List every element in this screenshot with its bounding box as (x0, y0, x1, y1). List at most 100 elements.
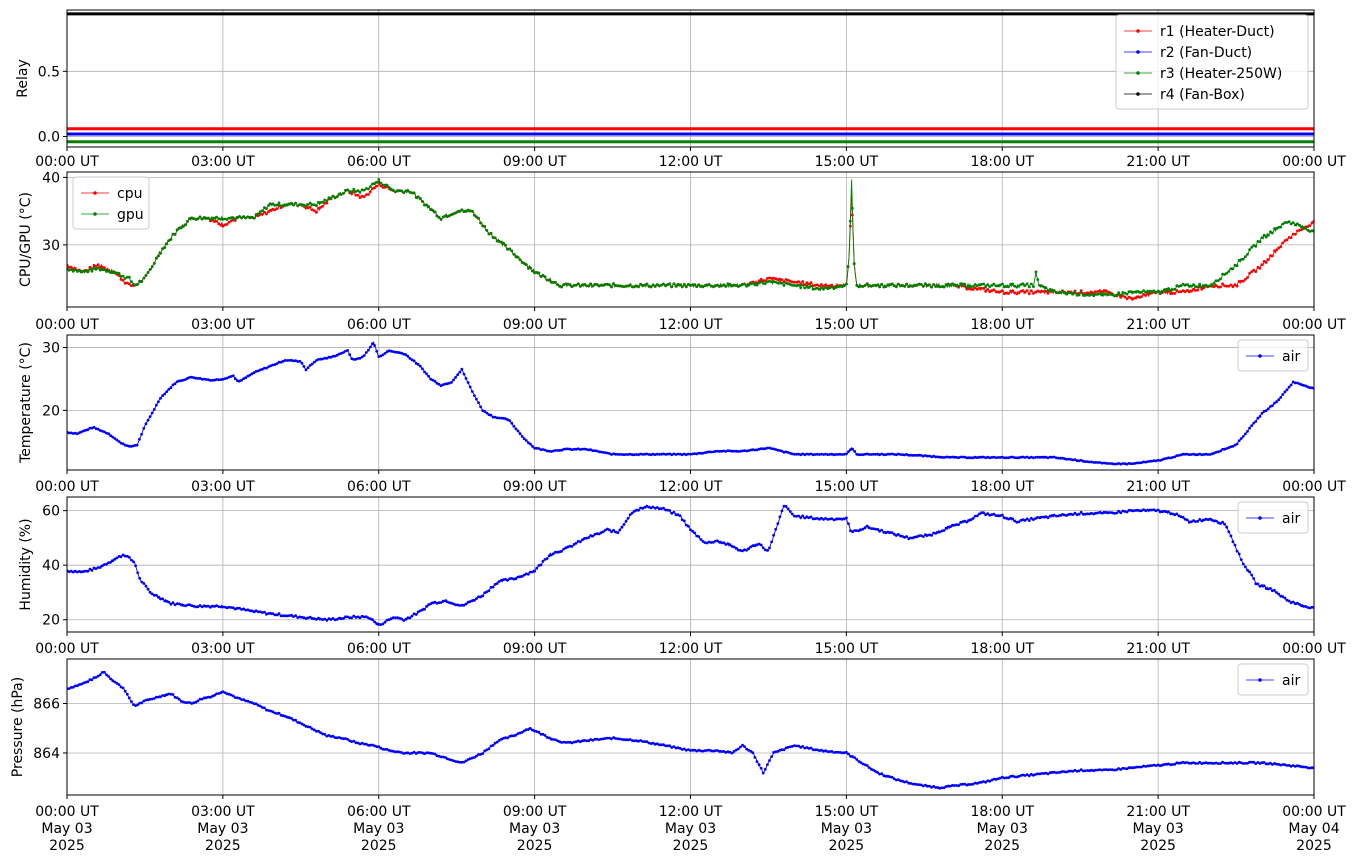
data-point (714, 450, 717, 453)
data-point (566, 545, 570, 549)
data-point (564, 282, 568, 286)
data-point (514, 577, 518, 581)
data-point (100, 429, 104, 433)
data-point (263, 706, 266, 710)
data-point (315, 204, 318, 208)
data-point (1092, 294, 1096, 298)
data-point (113, 680, 117, 684)
data-point (246, 215, 250, 219)
data-point (982, 286, 985, 290)
data-point (138, 701, 142, 705)
data-point (321, 618, 324, 621)
data-point (283, 203, 287, 207)
data-point (146, 271, 150, 274)
data-point (115, 438, 119, 442)
data-point (626, 738, 630, 742)
data-point (1036, 516, 1039, 519)
data-point (1036, 278, 1040, 281)
data-point (784, 278, 788, 281)
data-point (973, 514, 977, 518)
data-point (1092, 461, 1096, 464)
data-point (988, 513, 992, 517)
data-point (150, 592, 154, 596)
data-point (1096, 461, 1100, 464)
data-point (1273, 227, 1276, 231)
data-point (1227, 284, 1231, 288)
data-point (1204, 761, 1208, 765)
data-point (938, 786, 942, 790)
data-point (882, 285, 886, 289)
data-point (1277, 592, 1281, 596)
data-point (352, 187, 356, 191)
data-point (747, 449, 751, 452)
data-point (152, 697, 156, 700)
data-point (263, 206, 266, 210)
data-point (693, 283, 697, 286)
x-tick-label: 21:00 UT (1126, 154, 1190, 170)
data-point (809, 281, 813, 285)
data-point (660, 283, 663, 287)
data-point (219, 691, 223, 695)
data-point (610, 737, 613, 741)
data-point (1156, 458, 1160, 462)
data-point (1059, 770, 1062, 774)
data-point (556, 283, 559, 286)
data-point (1185, 289, 1189, 292)
data-point (394, 350, 397, 354)
data-point (111, 435, 115, 439)
data-point (225, 218, 229, 221)
data-point (678, 283, 682, 287)
data-point (171, 601, 175, 605)
x-tick-date-label: May 03 (1133, 821, 1184, 837)
data-point (1285, 764, 1289, 767)
data-point (869, 453, 873, 456)
data-point (1310, 766, 1314, 770)
data-point (1017, 520, 1021, 524)
data-point (813, 453, 817, 456)
data-point (776, 281, 780, 285)
data-point (986, 283, 990, 286)
data-point (1108, 768, 1112, 771)
data-point (495, 416, 499, 420)
data-point (545, 557, 549, 560)
data-point (1200, 287, 1204, 291)
x-tick-label: 18:00 UT (970, 479, 1034, 495)
data-point (1023, 774, 1027, 777)
data-point (1254, 582, 1258, 586)
data-point (886, 774, 890, 778)
data-point (541, 560, 545, 563)
data-point (709, 284, 713, 288)
data-point (215, 378, 219, 381)
data-point (612, 736, 615, 739)
data-point (1181, 452, 1185, 456)
data-point (1117, 767, 1120, 770)
data-point (776, 522, 780, 525)
data-point (406, 616, 410, 620)
data-point (1073, 290, 1077, 294)
data-point (437, 216, 441, 219)
data-point (884, 774, 888, 778)
data-point (437, 601, 441, 605)
data-point (1098, 461, 1102, 464)
data-point (845, 516, 848, 520)
data-point (377, 745, 381, 748)
data-point (649, 453, 653, 457)
data-point (231, 606, 235, 610)
data-point (693, 531, 697, 535)
data-point (1212, 281, 1216, 285)
data-point (803, 286, 807, 290)
data-point (1011, 455, 1014, 459)
data-point (244, 216, 248, 220)
data-point (618, 284, 622, 288)
data-point (408, 357, 412, 360)
data-point (1231, 540, 1235, 544)
data-point (1015, 285, 1019, 289)
data-point (818, 284, 821, 288)
data-point (803, 283, 807, 286)
data-point (244, 699, 248, 703)
data-point (1040, 289, 1044, 293)
data-point (986, 288, 990, 291)
data-point (547, 449, 551, 453)
data-point (1304, 384, 1308, 388)
x-tick-label: 12:00 UT (659, 641, 723, 657)
